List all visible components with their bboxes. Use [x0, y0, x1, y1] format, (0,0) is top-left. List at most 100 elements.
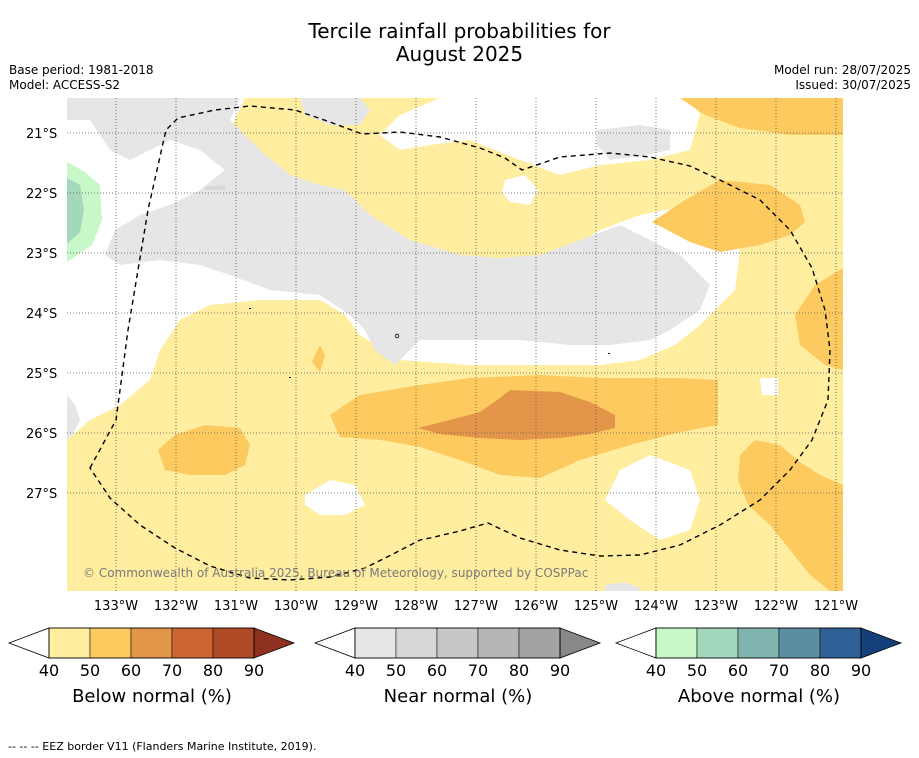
colorbar-tick-label: 40: [646, 661, 666, 680]
colorbar-segment: [778, 627, 821, 659]
model-run: Model run: 28/07/2025: [773, 63, 911, 77]
lon-label-125w: 125°W: [574, 599, 618, 614]
colorbar-tick-label: 90: [851, 661, 871, 680]
no-signal-dot-east: [760, 378, 778, 395]
lat-label-22s: 22°S: [26, 187, 57, 202]
island-marker: [394, 333, 400, 339]
colorbar-tick-label: 80: [509, 661, 529, 680]
colorbar-outline: [655, 627, 862, 659]
colorbar-tick-label: 90: [550, 661, 570, 680]
colorbar-tick-label: 60: [121, 661, 141, 680]
colorbar-tick-label: 50: [687, 661, 707, 680]
lon-label-122w: 122°W: [754, 599, 798, 614]
colorbar-over-triangle: [559, 627, 602, 659]
colorbar-tick-label: 50: [386, 661, 406, 680]
lat-label-27s: 27°S: [26, 487, 57, 502]
lon-label-133w: 133°W: [94, 599, 138, 614]
lat-label-26s: 26°S: [26, 427, 57, 442]
colorbar-title-below: Below normal (%): [72, 686, 232, 707]
colorbar-tick-label: 60: [427, 661, 447, 680]
no-signal-dot-center: [502, 175, 538, 205]
colorbar-segment: [696, 627, 739, 659]
near-normal-40-patch-northeast: [597, 125, 670, 160]
colorbar-tick-label: 80: [203, 661, 223, 680]
base-period: Base period: 1981-2018: [9, 63, 154, 77]
lon-label-130w: 130°W: [274, 599, 318, 614]
lon-label-128w: 128°W: [394, 599, 438, 614]
colorbar-segment: [48, 627, 91, 659]
lon-label-121w: 121°W: [814, 599, 858, 614]
colorbar-over-triangle: [253, 627, 296, 659]
island-speck-2: [289, 377, 291, 378]
eez-footnote: -- -- -- EEZ border V11 (Flanders Marine…: [8, 740, 317, 753]
colorbar-title-above: Above normal (%): [677, 686, 841, 707]
colorbar-segment: [171, 627, 214, 659]
map-title-line2: August 2025: [395, 42, 524, 66]
colorbar-tick-label: 70: [769, 661, 789, 680]
near-normal-40-patch-south: [605, 582, 640, 591]
below-normal-50-fleck: [312, 345, 325, 372]
no-signal-patch-southeast: [605, 455, 700, 540]
colorbar-tick-label: 60: [728, 661, 748, 680]
lon-label-131w: 131°W: [214, 599, 258, 614]
colorbar-under-triangle: [313, 627, 356, 659]
lon-label-123w: 123°W: [694, 599, 738, 614]
colorbar-segment: [518, 627, 561, 659]
near-normal-50-fleck: [205, 185, 225, 190]
below-normal-50-far-east: [795, 268, 843, 370]
model-name: Model: ACCESS-S2: [9, 78, 121, 92]
colorbar-tick-label: 70: [468, 661, 488, 680]
colorbar-segment: [436, 627, 479, 659]
colorbar-near-normal: 40 50 60 70 80 90: [313, 627, 602, 680]
lat-label-21s: 21°S: [26, 127, 57, 142]
colorbar-above-normal: 40 50 60 70 80 90: [614, 627, 903, 680]
map-title-line1: Tercile rainfall probabilities for: [308, 19, 611, 43]
graticule: [67, 98, 843, 591]
colorbar-under-triangle: [614, 627, 657, 659]
colorbar-under-triangle: [7, 627, 50, 659]
below-normal-60-region: [418, 390, 615, 440]
below-normal-40-southwest: [68, 380, 270, 480]
issued-date: Issued: 30/07/2025: [795, 78, 911, 92]
colorbar-tick-label: 90: [244, 661, 264, 680]
lon-label-126w: 126°W: [514, 599, 558, 614]
below-normal-50-southwest: [158, 425, 250, 475]
colorbar-over-triangle: [860, 627, 903, 659]
colorbar-tick-label: 80: [810, 661, 830, 680]
near-normal-40-region: [67, 98, 710, 365]
colorbar-segment: [737, 627, 780, 659]
colorbar-tick-label: 40: [345, 661, 365, 680]
eez-border: [89, 105, 831, 581]
above-normal-50-region: [67, 178, 84, 244]
copyright-notice: © Commonwealth of Australia 2025, Bureau…: [83, 566, 588, 580]
lat-label-24s: 24°S: [26, 307, 57, 322]
colorbar-segment: [89, 627, 132, 659]
near-normal-40-patch-west: [67, 395, 80, 440]
lon-label-127w: 127°W: [454, 599, 498, 614]
island-speck: [249, 308, 251, 309]
below-normal-50-east: [652, 180, 805, 252]
lat-label-25s: 25°S: [26, 367, 57, 382]
colorbar-segment: [477, 627, 520, 659]
colorbar-tick-label: 50: [80, 661, 100, 680]
lon-label-124w: 124°W: [634, 599, 678, 614]
no-signal-patch-south: [305, 480, 365, 515]
island-speck-3: [608, 353, 610, 354]
below-normal-50-southeast: [738, 440, 843, 591]
colorbar-tick-label: 70: [162, 661, 182, 680]
lon-label-129w: 129°W: [334, 599, 378, 614]
lat-label-23s: 23°S: [26, 247, 57, 262]
colorbar-outline: [48, 627, 255, 659]
colorbar-title-near: Near normal (%): [383, 686, 533, 707]
colorbar-outline: [354, 627, 561, 659]
colorbar-segment: [130, 627, 173, 659]
colorbar-segment: [395, 627, 438, 659]
colorbar-segment: [819, 627, 862, 659]
colorbar-segment: [354, 627, 397, 659]
lon-label-132w: 132°W: [154, 599, 198, 614]
colorbar-segment: [655, 627, 698, 659]
probability-field: [67, 98, 843, 591]
colorbar-segment: [212, 627, 255, 659]
colorbar-below-normal: 40 50 60 70 80 90: [7, 627, 296, 680]
